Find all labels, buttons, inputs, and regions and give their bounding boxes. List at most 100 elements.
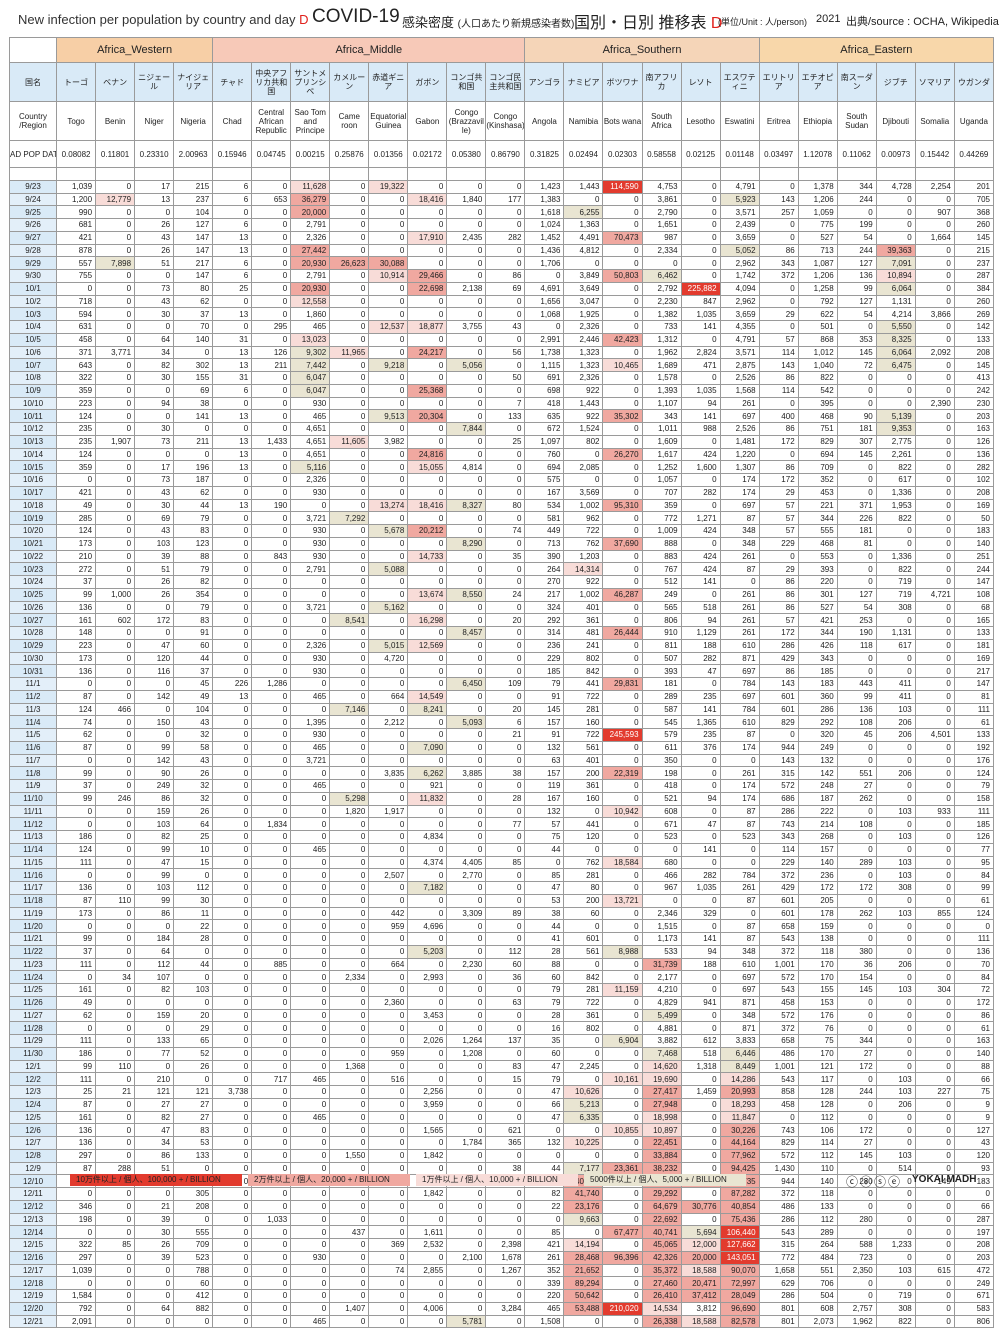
value-cell: 722 <box>563 524 604 538</box>
value-cell: 465 <box>290 1314 331 1328</box>
value-cell: 3,959 <box>407 1097 448 1112</box>
value-cell: 0 <box>914 1301 955 1316</box>
value-cell: 1,860 <box>290 307 331 321</box>
value-cell: 99 <box>134 842 175 857</box>
value-cell: 350 <box>641 753 682 768</box>
spacer-cell <box>563 167 604 181</box>
value-cell: 43 <box>173 753 214 768</box>
value-cell: 91 <box>524 728 565 742</box>
value-cell: 0 <box>368 702 409 717</box>
value-cell: 0 <box>407 906 448 921</box>
value-cell: 0 <box>914 1161 955 1176</box>
value-cell: 22,698 <box>407 281 448 296</box>
value-cell: 269 <box>953 307 995 321</box>
value-cell: 0 <box>446 243 487 258</box>
value-cell: 28 <box>524 1008 565 1023</box>
value-cell: 465 <box>290 689 331 704</box>
population-value: 0.44269 <box>953 140 995 168</box>
value-cell: 37,412 <box>680 1289 721 1303</box>
value-cell: 0 <box>212 944 253 959</box>
value-cell: 132 <box>524 740 565 755</box>
value-cell: 521 <box>641 791 682 806</box>
value-cell: 0 <box>368 205 409 219</box>
value-cell: 0 <box>95 218 136 232</box>
legend-item: 1万件以上 / 個人、10,000 + / BILLION <box>416 1174 578 1186</box>
value-cell: 0 <box>914 1136 955 1150</box>
value-cell: 0 <box>95 307 136 321</box>
value-cell: 1,925 <box>563 307 604 321</box>
value-cell: 0 <box>602 702 643 717</box>
value-cell: 87 <box>719 919 760 933</box>
value-cell: 106 <box>797 1123 838 1137</box>
value-cell: 141 <box>680 575 721 589</box>
value-cell: 20,471 <box>680 1276 721 1290</box>
value-cell: 143 <box>758 192 799 207</box>
value-cell: 0 <box>836 664 877 678</box>
value-cell: 0 <box>914 447 955 462</box>
value-cell: 0 <box>602 1059 643 1074</box>
value-cell: 0 <box>173 970 214 984</box>
value-cell: 96,396 <box>602 1250 643 1265</box>
value-cell: 0 <box>329 1046 370 1061</box>
value-cell: 0 <box>914 830 955 844</box>
value-cell: 103 <box>875 983 916 997</box>
country-en-row: Country /Region Togo Benin Niger Nigeria Cha… <box>8 101 995 141</box>
date-cell: 10/17 <box>8 485 58 500</box>
value-cell: 0 <box>329 1123 370 1137</box>
value-cell: 2,526 <box>719 371 760 385</box>
value-cell: 0 <box>329 396 370 411</box>
value-cell: 43 <box>134 294 175 309</box>
value-cell: 0 <box>680 434 721 449</box>
country-name-jp: ガボン <box>407 62 448 102</box>
value-cell: 173 <box>56 536 97 551</box>
value-cell: 930 <box>290 549 331 564</box>
value-cell: 706 <box>797 1276 838 1290</box>
value-cell: 23,361 <box>602 1161 643 1176</box>
value-cell: 0 <box>446 995 487 1010</box>
date-cell: 10/15 <box>8 460 58 474</box>
value-cell: 0 <box>368 1110 409 1125</box>
value-cell: 0 <box>602 1085 643 1099</box>
value-cell: 631 <box>56 320 97 334</box>
value-cell: 21 <box>485 728 526 742</box>
value-cell: 0 <box>914 256 955 270</box>
value-cell: 0 <box>875 995 916 1010</box>
value-cell: 9 <box>953 1110 995 1125</box>
value-cell: 344 <box>797 511 838 525</box>
value-cell: 0 <box>446 651 487 666</box>
value-cell: 0 <box>602 549 643 564</box>
value-cell: 0 <box>446 1110 487 1125</box>
table-row: 11/25 161 0 82 103 0 0 0 0 0 0 0 0 79 281 11,159 4,210 0 6… <box>8 983 995 997</box>
date-cell: 10/23 <box>8 562 58 576</box>
value-cell: 110 <box>797 1161 838 1176</box>
value-cell: 198 <box>56 1212 97 1227</box>
value-cell: 301 <box>797 587 838 602</box>
value-cell: 288 <box>95 1161 136 1176</box>
value-cell: 0 <box>524 320 565 334</box>
value-cell: 518 <box>680 600 721 615</box>
value-cell: 1,578 <box>641 371 682 385</box>
value-cell: 565 <box>641 600 682 615</box>
value-cell: 226 <box>836 511 877 525</box>
value-cell: 27 <box>836 779 877 793</box>
date-cell: 10/4 <box>8 320 58 334</box>
value-cell: 0 <box>95 1289 136 1303</box>
value-cell: 0 <box>251 447 292 462</box>
value-cell: 0 <box>914 294 955 309</box>
value-cell: 4,791 <box>719 179 760 194</box>
value-cell: 24,217 <box>407 345 448 360</box>
value-cell: 472 <box>953 1263 995 1278</box>
value-cell: 1,059 <box>797 205 838 219</box>
value-cell: 0 <box>212 1136 253 1150</box>
value-cell: 75,436 <box>719 1212 760 1227</box>
value-cell: 99 <box>134 740 175 755</box>
value-cell: 0 <box>251 1046 292 1061</box>
value-cell: 0 <box>95 575 136 589</box>
value-cell: 0 <box>251 600 292 615</box>
value-cell: 0 <box>407 1212 448 1227</box>
value-cell: 3,047 <box>563 294 604 309</box>
value-cell: 80 <box>173 281 214 296</box>
spacer-cell <box>446 167 487 181</box>
table-row: 12/21 2,091 0 0 0 0 0 465 0 0 0 5,781 0 1,508 0 0 26,338… <box>8 1314 995 1328</box>
value-cell: 8,541 <box>329 613 370 627</box>
